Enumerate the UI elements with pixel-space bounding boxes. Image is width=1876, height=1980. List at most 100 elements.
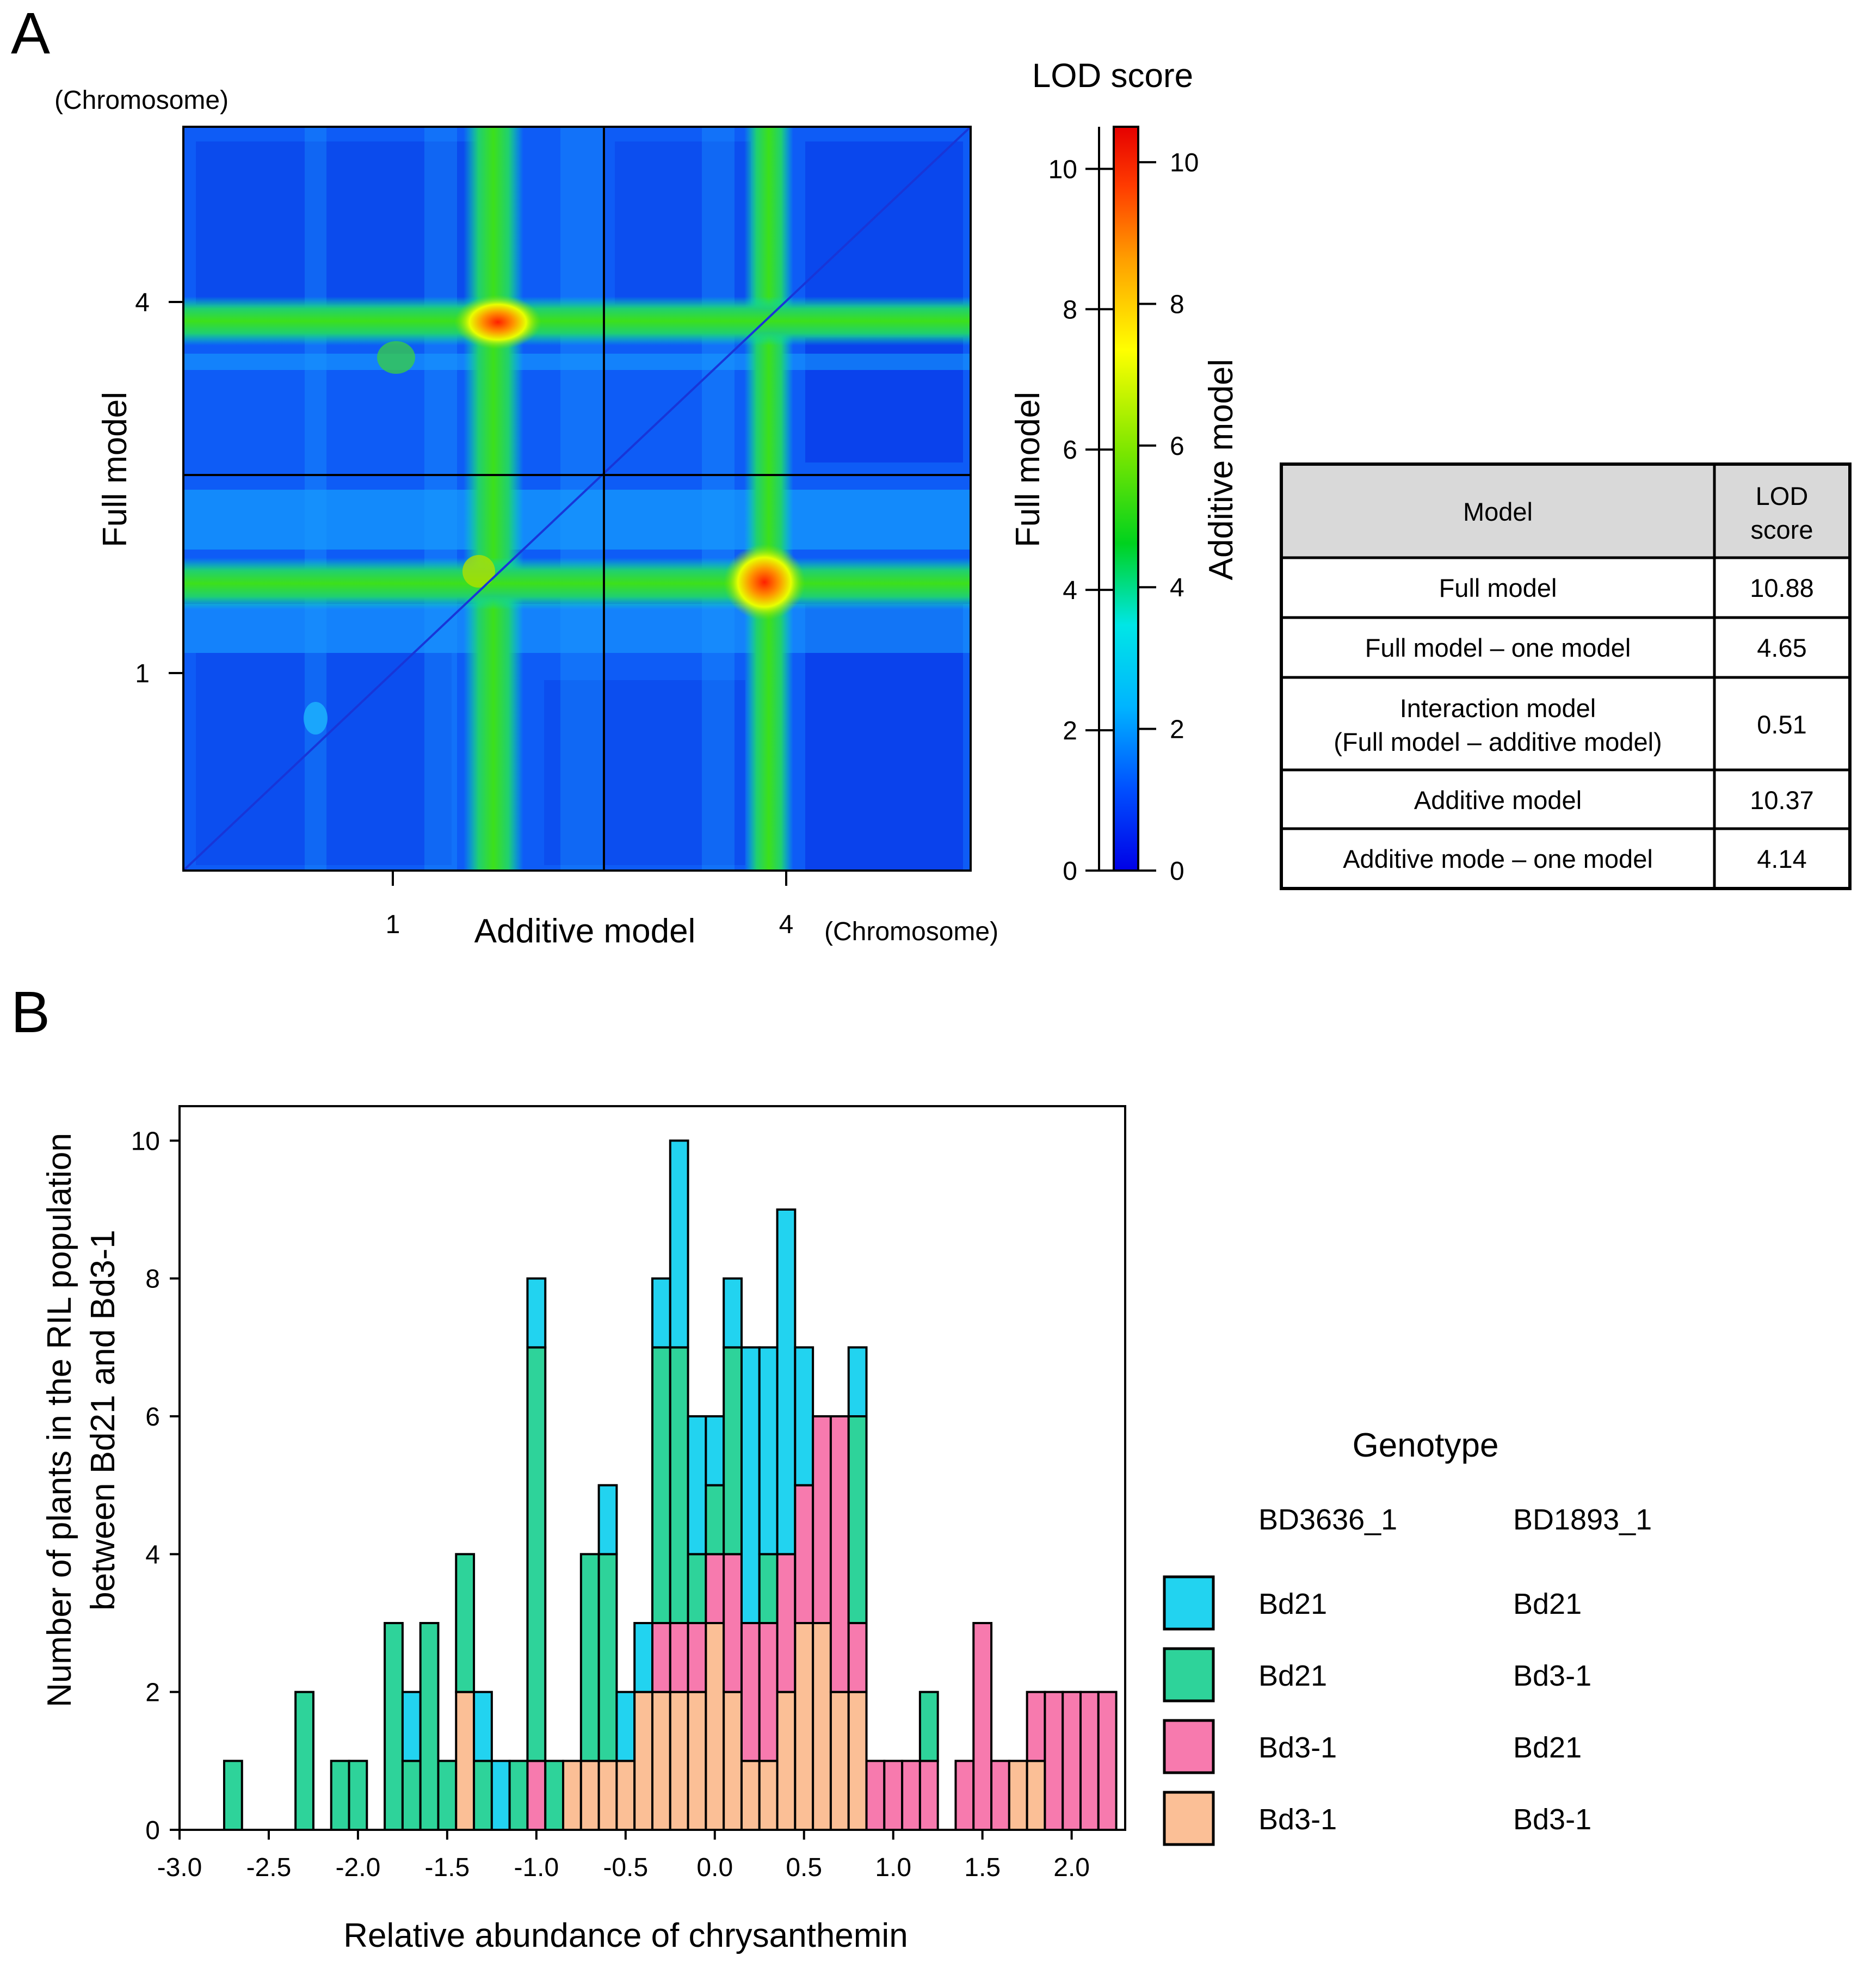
legend-item-col1: Bd3-1 (1258, 1803, 1337, 1836)
histogram-bar-segment (348, 1760, 368, 1831)
lod-hotspot (304, 702, 328, 735)
histogram-bar-segment (384, 1622, 404, 1831)
table-header-lod: score (1751, 515, 1813, 544)
heatmap-stripe (560, 127, 604, 871)
histogram-bar-segment (526, 1277, 547, 1349)
x-tick-label: -2.5 (246, 1853, 292, 1882)
histogram-bar-segment (758, 1346, 779, 1556)
heatmap-stripe (702, 127, 735, 871)
histogram-bar-segment (1008, 1760, 1028, 1831)
lod-hotspot (377, 341, 415, 374)
heatmap-region (544, 680, 745, 865)
histogram-bar-segment (918, 1760, 939, 1831)
legend-item-col2: Bd3-1 (1513, 1803, 1591, 1836)
panel-a-letter: A (11, 0, 50, 66)
legend-item-col2: Bd21 (1513, 1731, 1582, 1764)
histogram-bar-segment (794, 1622, 814, 1831)
y-tick-label: 8 (145, 1265, 160, 1294)
histogram-bar-segment (597, 1760, 618, 1831)
table-row-model: Full model – one model (1365, 633, 1631, 662)
table-row-lod: 0.51 (1757, 710, 1806, 739)
histogram-bar-segment (794, 1484, 814, 1625)
histogram-bar-segment (687, 1691, 707, 1831)
histogram-bar-segment (740, 1346, 761, 1624)
heatmap-stripe (424, 127, 457, 871)
histogram-bar-segment (473, 1691, 493, 1762)
legend-col2-header: BD1893_1 (1513, 1503, 1652, 1536)
histogram-bar-segment (954, 1760, 975, 1831)
x-tick-label: -1.0 (514, 1853, 559, 1882)
histogram-bar-segment (669, 1622, 689, 1693)
legend-swatch (1163, 1575, 1215, 1631)
histogram-bar-segment (847, 1622, 868, 1693)
histogram-bar-segment (526, 1760, 547, 1831)
histogram-bar-segment (615, 1760, 636, 1831)
histogram-bar-segment (758, 1553, 779, 1624)
histogram-bar-segment (401, 1691, 422, 1762)
histogram-bar-segment (579, 1553, 600, 1762)
colorbar-left-tick-label: 0 (1063, 857, 1077, 886)
histogram-bar-segment (847, 1346, 868, 1417)
colorbar-right-axis: 0 2 4 6 8 10 (1138, 149, 1199, 886)
legend-item-col1: Bd3-1 (1258, 1731, 1337, 1764)
table-row-model: Additive mode – one model (1343, 844, 1653, 873)
legend-title: Genotype (1353, 1427, 1499, 1464)
histogram-bar-segment (669, 1691, 689, 1831)
y-tick-label: 2 (145, 1679, 160, 1707)
heatmap-frame (169, 126, 972, 886)
histogram-bar-segment (705, 1484, 725, 1556)
histogram-bar-segment (723, 1691, 743, 1831)
legend-item-col2: Bd3-1 (1513, 1660, 1591, 1692)
legend-item-col1: Bd21 (1258, 1660, 1327, 1692)
table-row-lod: 10.37 (1750, 786, 1814, 815)
qtl-band-horizontal (183, 297, 971, 346)
x-tick-label: -0.5 (603, 1853, 648, 1882)
histogram-bar-segment (758, 1622, 779, 1762)
colorbar-right-tick-label: 8 (1170, 290, 1184, 319)
table-row-lod: 4.14 (1757, 844, 1806, 873)
heatmap-x-chromosome-label: (Chromosome) (824, 917, 998, 946)
histogram-bar-segment (544, 1760, 565, 1831)
heatmap-y-tick: 1 (135, 659, 150, 688)
heatmap-y-chromosome-label: (Chromosome) (54, 86, 229, 115)
table-row-model: Interaction model (1400, 694, 1596, 723)
histogram-bar-segment (1026, 1691, 1046, 1762)
heatmap-stripe (183, 604, 971, 653)
histogram-bar-segment (776, 1691, 797, 1831)
histogram-bar-segment (776, 1553, 797, 1693)
table-row-model: Full model (1439, 573, 1557, 602)
histogram-bar-segment (865, 1760, 886, 1831)
histogram-bar-segment (723, 1553, 743, 1693)
heatmap-region (805, 141, 963, 305)
colorbar-right-label: Additive model (1202, 359, 1240, 581)
heatmap-region (196, 653, 452, 865)
histogram-bar-segment (223, 1760, 243, 1831)
heatmap-diagonal (183, 127, 971, 871)
x-tick-label: 0.0 (696, 1853, 733, 1882)
legend-items: Bd21 Bd21 Bd21 Bd3-1 Bd3-1 Bd21 Bd3-1 Bd3-1 (1163, 1575, 1591, 1846)
x-tick-label: 1.5 (964, 1853, 1001, 1882)
colorbar-right-tick-label: 2 (1170, 715, 1184, 744)
table-row-lod: 10.88 (1750, 573, 1814, 602)
heatmap-stripe (305, 127, 326, 871)
lod-peak (454, 295, 541, 349)
heatmap-region (196, 141, 479, 305)
histogram-bar-segment (1097, 1691, 1118, 1831)
colorbar-left-label: Full model (1009, 392, 1047, 547)
histogram-bar-segment (758, 1760, 779, 1831)
histogram-bar-segment (723, 1346, 743, 1556)
colorbar-right-tick-label: 6 (1170, 432, 1184, 461)
heatmap-y-tick: 4 (135, 288, 150, 317)
legend-swatch (1163, 1719, 1215, 1774)
histogram-bar-segment (579, 1760, 600, 1831)
histogram-ylabel: Number of plants in the RIL population (41, 1133, 78, 1707)
histogram-bar-segment (723, 1277, 743, 1349)
histogram-bar-segment (687, 1553, 707, 1624)
histogram-bar-segment (490, 1760, 511, 1831)
histogram-bar-segment (401, 1760, 422, 1831)
histogram-bar-segment (687, 1622, 707, 1693)
y-tick-label: 0 (145, 1816, 160, 1845)
table-row-model: Additive model (1414, 786, 1582, 815)
